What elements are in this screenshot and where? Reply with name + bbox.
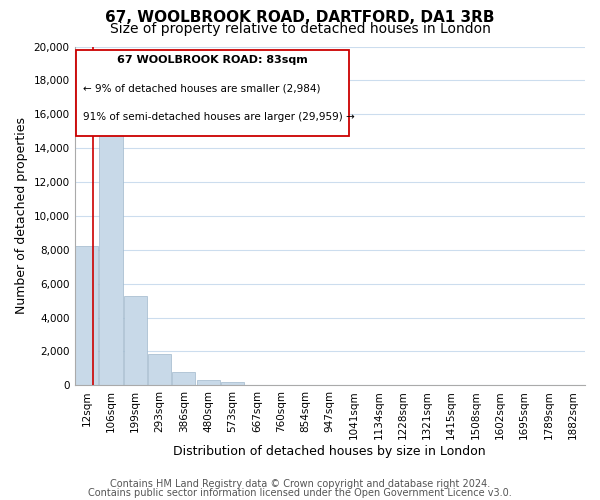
Text: 67, WOOLBROOK ROAD, DARTFORD, DA1 3RB: 67, WOOLBROOK ROAD, DARTFORD, DA1 3RB bbox=[105, 10, 495, 25]
Text: Contains HM Land Registry data © Crown copyright and database right 2024.: Contains HM Land Registry data © Crown c… bbox=[110, 479, 490, 489]
Bar bbox=[197, 380, 220, 386]
Y-axis label: Number of detached properties: Number of detached properties bbox=[15, 118, 28, 314]
Bar bbox=[172, 372, 196, 386]
Text: ← 9% of detached houses are smaller (2,984): ← 9% of detached houses are smaller (2,9… bbox=[83, 84, 320, 94]
Bar bbox=[148, 354, 171, 386]
Bar bbox=[100, 104, 122, 386]
Text: 91% of semi-detached houses are larger (29,959) →: 91% of semi-detached houses are larger (… bbox=[83, 112, 355, 122]
Bar bbox=[221, 382, 244, 386]
FancyBboxPatch shape bbox=[76, 50, 349, 136]
Text: Size of property relative to detached houses in London: Size of property relative to detached ho… bbox=[110, 22, 490, 36]
X-axis label: Distribution of detached houses by size in London: Distribution of detached houses by size … bbox=[173, 444, 486, 458]
Bar bbox=[75, 246, 98, 386]
Text: Contains public sector information licensed under the Open Government Licence v3: Contains public sector information licen… bbox=[88, 488, 512, 498]
Text: 67 WOOLBROOK ROAD: 83sqm: 67 WOOLBROOK ROAD: 83sqm bbox=[117, 55, 308, 65]
Bar bbox=[124, 296, 147, 386]
